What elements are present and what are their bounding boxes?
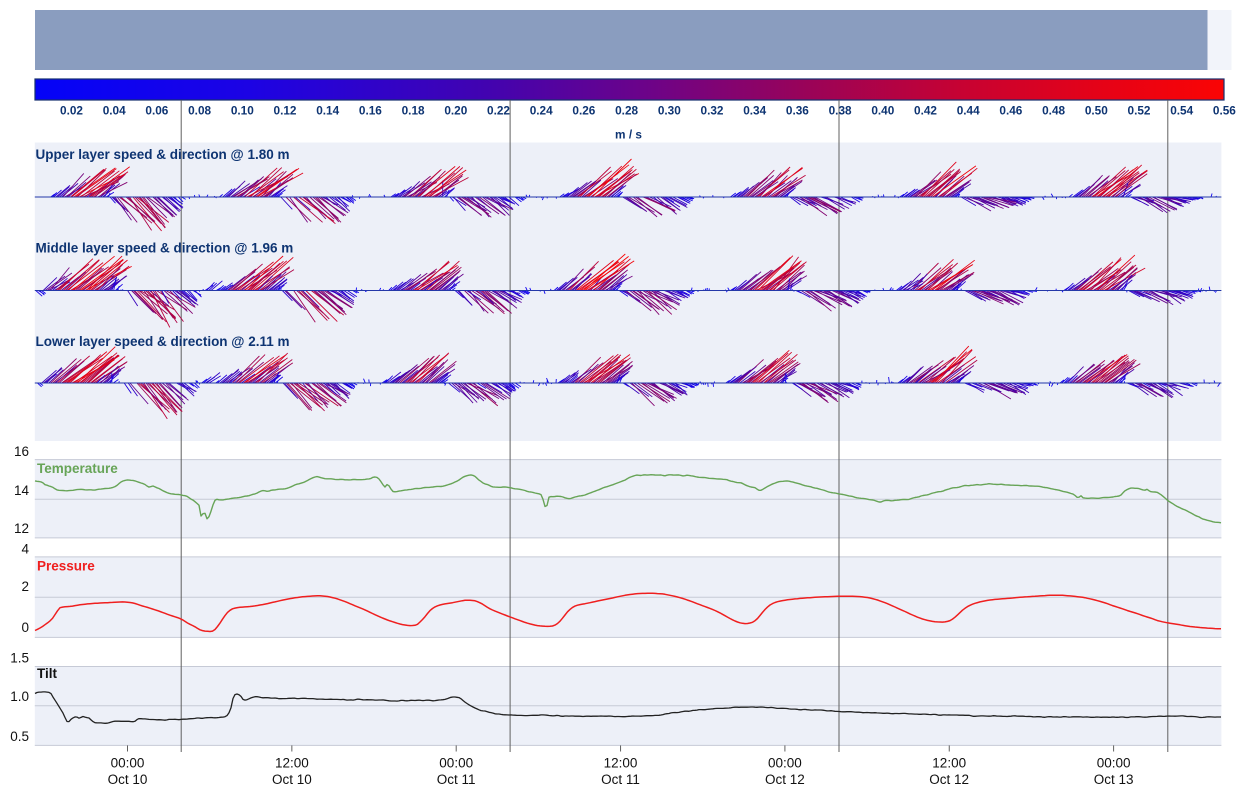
svg-text:Upper layer speed & direction: Upper layer speed & direction @ 1.80 m: [36, 147, 290, 162]
svg-text:0.48: 0.48: [1042, 104, 1065, 118]
svg-text:0.56: 0.56: [1213, 104, 1236, 118]
svg-text:m / s: m / s: [615, 128, 642, 142]
svg-text:0.34: 0.34: [743, 104, 766, 118]
svg-text:4: 4: [21, 542, 29, 557]
svg-text:0.16: 0.16: [359, 104, 382, 118]
svg-text:0: 0: [21, 620, 29, 635]
svg-text:12:00: 12:00: [932, 756, 966, 771]
svg-text:Lower layer speed & direction: Lower layer speed & direction @ 2.11 m: [36, 334, 290, 349]
svg-text:0.38: 0.38: [829, 104, 852, 118]
svg-text:Oct 12: Oct 12: [929, 772, 969, 787]
svg-text:0.26: 0.26: [572, 104, 595, 118]
svg-text:0.30: 0.30: [658, 104, 681, 118]
svg-text:Oct 11: Oct 11: [437, 772, 476, 787]
svg-text:1.0: 1.0: [10, 689, 29, 704]
svg-text:16: 16: [14, 444, 29, 459]
svg-text:0.5: 0.5: [10, 729, 29, 744]
svg-text:0.28: 0.28: [615, 104, 638, 118]
svg-text:Oct 12: Oct 12: [765, 772, 805, 787]
svg-text:0.46: 0.46: [999, 104, 1022, 118]
svg-text:0.24: 0.24: [530, 104, 553, 118]
svg-text:0.14: 0.14: [316, 104, 339, 118]
svg-text:00:00: 00:00: [111, 756, 145, 771]
svg-text:0.20: 0.20: [444, 104, 467, 118]
svg-text:0.52: 0.52: [1128, 104, 1151, 118]
svg-text:00:00: 00:00: [1097, 756, 1131, 771]
svg-text:0.44: 0.44: [957, 104, 980, 118]
svg-text:0.40: 0.40: [871, 104, 894, 118]
svg-text:Oct 10: Oct 10: [272, 772, 312, 787]
svg-text:0.42: 0.42: [914, 104, 937, 118]
svg-text:12:00: 12:00: [275, 756, 309, 771]
svg-text:12: 12: [14, 521, 29, 536]
svg-text:0.32: 0.32: [701, 104, 724, 118]
svg-text:Oct 13: Oct 13: [1094, 772, 1134, 787]
svg-text:Oct 11: Oct 11: [601, 772, 640, 787]
svg-text:1.5: 1.5: [10, 651, 29, 666]
svg-text:Middle layer speed & direction: Middle layer speed & direction @ 1.96 m: [36, 241, 294, 256]
svg-text:Oct 10: Oct 10: [108, 772, 148, 787]
svg-text:0.50: 0.50: [1085, 104, 1108, 118]
svg-text:Temperature: Temperature: [37, 461, 118, 476]
svg-text:0.54: 0.54: [1170, 104, 1193, 118]
svg-text:0.12: 0.12: [274, 104, 297, 118]
svg-text:0.18: 0.18: [402, 104, 425, 118]
svg-text:Tilt: Tilt: [37, 666, 58, 681]
svg-text:Pressure: Pressure: [37, 559, 95, 574]
svg-text:00:00: 00:00: [768, 756, 802, 771]
svg-text:0.04: 0.04: [103, 104, 126, 118]
svg-text:0.22: 0.22: [487, 104, 510, 118]
svg-text:2: 2: [21, 579, 29, 594]
svg-text:14: 14: [14, 483, 30, 498]
svg-text:0.06: 0.06: [145, 104, 168, 118]
svg-text:0.08: 0.08: [188, 104, 211, 118]
svg-text:12:00: 12:00: [604, 756, 638, 771]
svg-text:0.36: 0.36: [786, 104, 809, 118]
svg-text:0.10: 0.10: [231, 104, 254, 118]
svg-text:00:00: 00:00: [439, 756, 473, 771]
svg-text:0.02: 0.02: [60, 104, 83, 118]
